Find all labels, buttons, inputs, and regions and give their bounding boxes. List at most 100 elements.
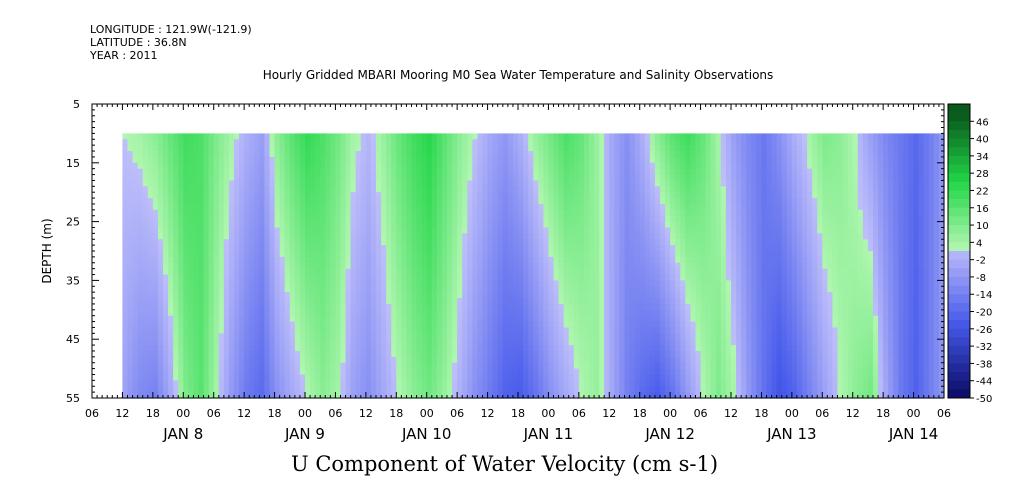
heatmap-cell bbox=[335, 227, 342, 234]
heatmap-cell bbox=[670, 380, 676, 387]
heatmap-cell bbox=[639, 215, 646, 223]
heatmap-cell bbox=[401, 251, 408, 258]
heatmap-cell bbox=[274, 251, 281, 258]
heatmap-cell bbox=[244, 245, 250, 252]
heatmap-cell bbox=[675, 280, 681, 287]
heatmap-cell bbox=[239, 386, 245, 393]
heatmap-cell bbox=[315, 327, 321, 334]
heatmap-cell bbox=[589, 162, 595, 170]
heatmap-cell bbox=[665, 156, 671, 164]
heatmap-cell bbox=[198, 186, 205, 193]
heatmap-cell bbox=[538, 262, 544, 270]
heatmap-cell bbox=[325, 321, 331, 329]
heatmap-cell bbox=[502, 280, 509, 287]
heatmap-cell bbox=[533, 327, 539, 334]
heatmap-cell bbox=[548, 368, 555, 376]
heatmap-cell bbox=[122, 139, 129, 146]
heatmap-cell bbox=[228, 227, 235, 234]
heatmap-cell bbox=[477, 327, 484, 334]
heatmap-cell bbox=[497, 256, 504, 264]
heatmap-cell bbox=[228, 168, 235, 176]
heatmap-cell bbox=[376, 233, 382, 240]
heatmap-cell bbox=[447, 309, 453, 317]
heatmap-cell bbox=[193, 286, 200, 293]
heatmap-cell bbox=[152, 298, 159, 305]
heatmap-cell bbox=[644, 350, 651, 358]
heatmap-cell bbox=[487, 215, 494, 223]
heatmap-cell bbox=[670, 251, 676, 258]
heatmap-cell bbox=[137, 362, 144, 370]
heatmap-cell bbox=[223, 221, 230, 229]
heatmap-cell bbox=[563, 339, 570, 346]
heatmap-cell bbox=[137, 280, 144, 287]
heatmap-cell bbox=[203, 174, 210, 182]
heatmap-cell bbox=[431, 321, 438, 329]
heatmap-cell bbox=[193, 356, 200, 364]
heatmap-cell bbox=[594, 303, 600, 311]
heatmap-cell bbox=[558, 168, 565, 176]
heatmap-cell bbox=[538, 180, 544, 187]
heatmap-cell bbox=[254, 180, 260, 187]
heatmap-cell bbox=[310, 280, 316, 287]
heatmap-cell bbox=[512, 309, 519, 317]
heatmap-cell bbox=[213, 292, 220, 299]
heatmap-cell bbox=[234, 156, 240, 164]
heatmap-cell bbox=[457, 315, 463, 323]
heatmap-cell bbox=[447, 345, 453, 352]
heatmap-cell bbox=[284, 192, 291, 199]
heatmap-cell bbox=[122, 256, 129, 264]
heatmap-cell bbox=[350, 203, 357, 211]
heatmap-cell bbox=[558, 227, 565, 234]
heatmap-cell bbox=[614, 345, 621, 352]
heatmap-cell bbox=[142, 239, 149, 246]
heatmap-cell bbox=[218, 168, 225, 176]
heatmap-cell bbox=[482, 256, 489, 264]
heatmap-cell bbox=[680, 256, 686, 264]
heatmap-cell bbox=[239, 298, 245, 305]
heatmap-cell bbox=[594, 192, 600, 199]
heatmap-cell bbox=[345, 315, 352, 323]
heatmap-cell bbox=[431, 209, 438, 217]
heatmap-cell bbox=[609, 221, 615, 229]
heatmap-cell bbox=[416, 374, 423, 381]
heatmap-cell bbox=[629, 298, 636, 305]
heatmap-cell bbox=[234, 239, 240, 246]
heatmap-cell bbox=[654, 362, 661, 370]
heatmap-cell bbox=[335, 280, 342, 287]
heatmap-cell bbox=[391, 298, 397, 305]
heatmap-cell bbox=[472, 139, 479, 146]
heatmap-cell bbox=[482, 309, 489, 317]
heatmap-cell bbox=[188, 251, 195, 258]
heatmap-cell bbox=[305, 315, 311, 323]
heatmap-cell bbox=[264, 221, 271, 229]
heatmap-cell bbox=[654, 292, 661, 299]
heatmap-cell bbox=[411, 298, 418, 305]
heatmap-cell bbox=[391, 333, 397, 340]
heatmap-cell bbox=[315, 262, 321, 270]
heatmap-cell bbox=[335, 298, 342, 305]
heatmap-cell bbox=[269, 162, 276, 170]
heatmap-cell bbox=[548, 345, 555, 352]
heatmap-cell bbox=[502, 339, 509, 346]
heatmap-cell bbox=[457, 168, 463, 176]
heatmap-cell bbox=[335, 374, 342, 381]
heatmap-cell bbox=[583, 374, 590, 381]
heatmap-cell bbox=[538, 174, 544, 182]
heatmap-cell bbox=[203, 256, 210, 264]
heatmap-cell bbox=[649, 356, 656, 364]
heatmap-cell bbox=[670, 392, 676, 399]
heatmap-cell bbox=[218, 215, 225, 223]
heatmap-cell bbox=[381, 327, 387, 334]
heatmap-cell bbox=[497, 339, 504, 346]
heatmap-cell bbox=[487, 251, 494, 258]
heatmap-cell bbox=[680, 309, 686, 317]
heatmap-cell bbox=[249, 256, 255, 264]
heatmap-cell bbox=[447, 286, 453, 293]
heatmap-cell bbox=[208, 339, 215, 346]
heatmap-cell bbox=[370, 268, 377, 276]
heatmap-cell bbox=[330, 233, 337, 240]
heatmap-cell bbox=[315, 221, 321, 229]
heatmap-cell bbox=[649, 392, 656, 399]
heatmap-cell bbox=[507, 174, 514, 182]
heatmap-cell bbox=[289, 274, 296, 281]
